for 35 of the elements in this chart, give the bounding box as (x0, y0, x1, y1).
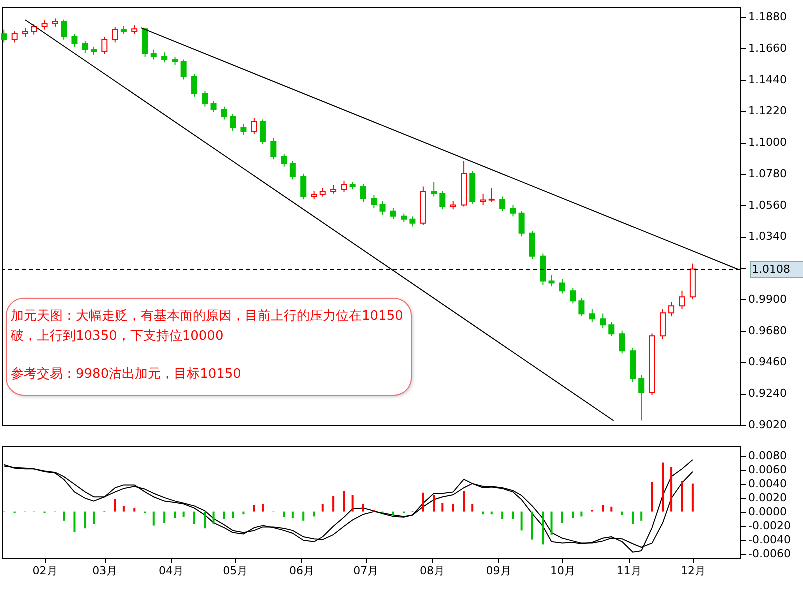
y-tick-label: 1.1000 (748, 136, 787, 150)
annotation: 参考交易：9980沽出加元，目标10150 (11, 366, 242, 384)
y-tick-label: 0.0060 (748, 463, 787, 476)
annotation: 加元天图：大幅走贬，有基本面的原因，目前上行的压力位在10150破，上行到10350，下支持位10000 (11, 308, 404, 346)
x-tick-label: 06月 (289, 564, 314, 578)
ref-line-label: 1.0108 (752, 262, 790, 276)
y-tick-label: 0.9900 (748, 292, 787, 306)
x-tick-label: 12月 (680, 564, 706, 578)
y-tick-label: 1.1220 (748, 104, 787, 118)
x-tick-label: 02月 (32, 564, 58, 578)
y-tick-label: -0.0060 (748, 547, 791, 560)
x-tick-label: 03月 (92, 564, 118, 578)
y-tick-label: 1.0560 (748, 198, 787, 212)
y-tick-label: 1.0340 (748, 230, 787, 244)
y-tick-label: 0.0080 (748, 449, 787, 462)
y-tick-label: 0.9020 (748, 418, 787, 432)
y-tick-label: 1.0780 (748, 167, 787, 180)
y-tick-label: 0.9680 (748, 324, 787, 338)
y-tick-label: 1.1880 (748, 10, 787, 24)
y-tick-label: 0.0040 (748, 477, 787, 490)
x-tick-label: 04月 (158, 564, 184, 578)
x-tick-label: 09月 (486, 564, 512, 578)
y-tick-label: -0.0040 (748, 533, 791, 546)
y-tick-label: -0.0020 (748, 519, 791, 532)
x-tick-label: 11月 (616, 564, 642, 578)
x-tick-label: 07月 (354, 564, 379, 578)
x-tick-label: 08月 (420, 564, 445, 578)
y-tick-label: 0.9460 (748, 356, 787, 369)
y-tick-label: 0.0020 (748, 491, 787, 504)
x-tick-label: 10月 (550, 564, 576, 578)
y-tick-label: 1.1660 (748, 42, 787, 55)
y-tick-label: 1.1440 (748, 73, 787, 86)
y-tick-label: 0.0000 (748, 505, 787, 518)
x-tick-label: 05月 (223, 564, 248, 578)
y-tick-label: 0.9240 (748, 387, 787, 400)
